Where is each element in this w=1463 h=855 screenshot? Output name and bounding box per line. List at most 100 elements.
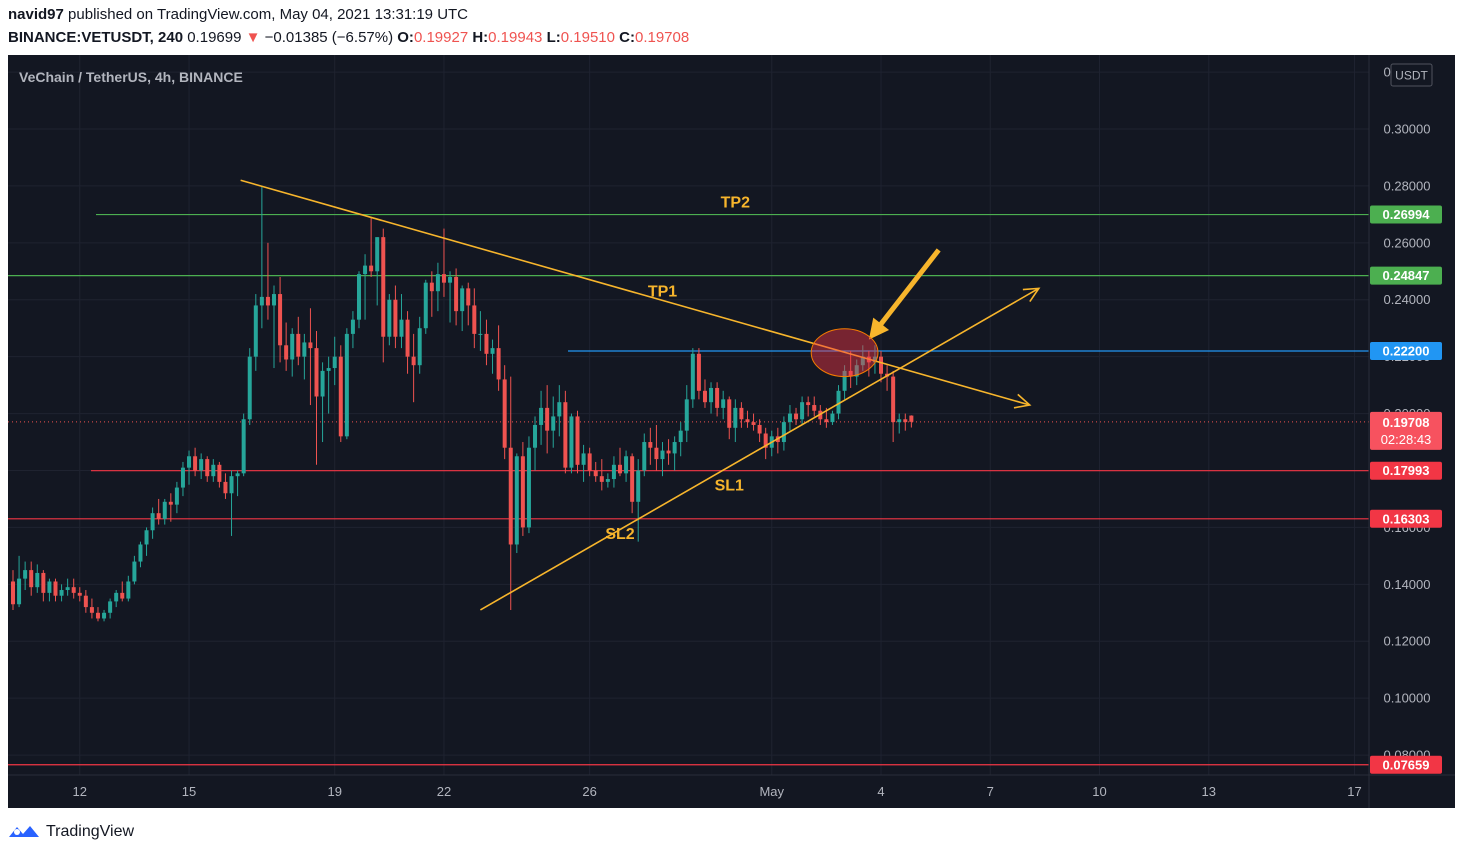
candle-down[interactable] — [454, 276, 459, 312]
candle-up[interactable] — [363, 265, 368, 275]
candle-up[interactable] — [253, 305, 258, 357]
candle-down[interactable] — [265, 296, 270, 306]
candle-down[interactable] — [296, 333, 301, 357]
time-axis[interactable]: 12 15 19 22 26 May 4 7 10 13 17 — [73, 784, 1362, 799]
candle-down[interactable] — [751, 422, 756, 425]
candle-down[interactable] — [702, 390, 707, 403]
candle-up[interactable] — [733, 407, 738, 428]
candle-down[interactable] — [205, 459, 210, 477]
candle-up[interactable] — [423, 282, 428, 329]
candle-up[interactable] — [842, 370, 847, 391]
candle-down[interactable] — [879, 356, 884, 374]
candle-down[interactable] — [193, 456, 198, 471]
candle-up[interactable] — [872, 356, 877, 363]
candle-up[interactable] — [721, 399, 726, 408]
candle-down[interactable] — [53, 581, 58, 596]
candle-up[interactable] — [320, 370, 325, 397]
candle-up[interactable] — [259, 296, 264, 306]
candle-up[interactable] — [23, 570, 28, 579]
candle-down[interactable] — [83, 595, 88, 608]
candle-up[interactable] — [47, 581, 52, 593]
candle-up[interactable] — [144, 530, 149, 545]
candle-up[interactable] — [332, 356, 337, 369]
candle-down[interactable] — [648, 442, 653, 448]
candle-down[interactable] — [217, 464, 222, 482]
candle-down[interactable] — [806, 402, 811, 406]
candle-up[interactable] — [678, 430, 683, 443]
candle-down[interactable] — [381, 237, 386, 337]
candle-down[interactable] — [593, 470, 598, 477]
tradingview-brand[interactable]: TradingView — [8, 818, 134, 846]
candle-down[interactable] — [848, 370, 853, 377]
candle-up[interactable] — [860, 356, 865, 366]
candle-up[interactable] — [660, 450, 665, 460]
candle-down[interactable] — [95, 612, 100, 619]
candle-up[interactable] — [605, 479, 610, 482]
candle-down[interactable] — [11, 581, 15, 605]
candle-up[interactable] — [108, 601, 113, 613]
candle-up[interactable] — [611, 464, 616, 480]
candle-up[interactable] — [102, 612, 107, 619]
candle-up[interactable] — [642, 442, 647, 471]
candle-up[interactable] — [787, 413, 792, 423]
candle-up[interactable] — [514, 456, 519, 545]
candle-up[interactable] — [35, 572, 40, 588]
candle-up[interactable] — [180, 467, 185, 488]
candle-up[interactable] — [150, 513, 155, 531]
candle-down[interactable] — [156, 513, 161, 519]
candle-up[interactable] — [247, 356, 252, 420]
candle-up[interactable] — [162, 501, 167, 519]
candle-down[interactable] — [120, 592, 125, 599]
candle-up[interactable] — [672, 442, 677, 454]
candle-down[interactable] — [441, 274, 446, 283]
candle-down[interactable] — [338, 356, 343, 437]
candle-up[interactable] — [581, 453, 586, 465]
candle-up[interactable] — [490, 348, 495, 354]
candle-up[interactable] — [114, 592, 119, 602]
candle-up[interactable] — [174, 487, 179, 505]
candle-up[interactable] — [478, 333, 483, 335]
candle-up[interactable] — [350, 319, 355, 334]
candle-down[interactable] — [77, 592, 82, 596]
candle-down[interactable] — [284, 345, 289, 360]
candle-up[interactable] — [551, 416, 556, 431]
candle-down[interactable] — [545, 407, 550, 431]
candle-up[interactable] — [460, 288, 465, 312]
candle-down[interactable] — [812, 405, 817, 411]
candle-up[interactable] — [290, 333, 295, 360]
currency-badge[interactable]: USDT — [1390, 63, 1433, 87]
candle-down[interactable] — [314, 348, 319, 397]
candle-up[interactable] — [326, 368, 331, 371]
candle-down[interactable] — [369, 265, 374, 272]
candle-down[interactable] — [824, 419, 829, 423]
candle-down[interactable] — [472, 305, 477, 334]
candle-up[interactable] — [417, 328, 422, 366]
candle-up[interactable] — [126, 581, 131, 599]
candle-down[interactable] — [891, 376, 896, 423]
candle-up[interactable] — [65, 587, 70, 591]
candle-up[interactable] — [539, 407, 544, 425]
candle-down[interactable] — [502, 379, 507, 448]
candle-up[interactable] — [199, 459, 204, 471]
candle-up[interactable] — [387, 299, 392, 337]
candle-down[interactable] — [618, 464, 622, 474]
candle-down[interactable] — [727, 399, 732, 428]
candle-down[interactable] — [903, 419, 908, 423]
candle-up[interactable] — [229, 476, 234, 494]
candle-up[interactable] — [854, 365, 859, 377]
candle-up[interactable] — [132, 561, 137, 582]
candle-up[interactable] — [684, 399, 689, 431]
candle-down[interactable] — [405, 319, 410, 357]
candle-down[interactable] — [739, 407, 744, 420]
candle-down[interactable] — [575, 416, 580, 465]
candle-down[interactable] — [429, 282, 434, 292]
candle-up[interactable] — [781, 422, 786, 443]
candle-down[interactable] — [484, 333, 489, 354]
candle-up[interactable] — [375, 237, 380, 272]
candle-up[interactable] — [636, 470, 641, 502]
candle-down[interactable] — [168, 501, 173, 505]
candle-up[interactable] — [211, 464, 216, 477]
candle-up[interactable] — [272, 294, 277, 306]
candle-up[interactable] — [448, 276, 453, 283]
candle-down[interactable] — [89, 607, 94, 613]
